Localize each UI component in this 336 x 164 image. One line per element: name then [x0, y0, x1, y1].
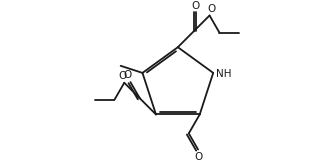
Text: NH: NH: [216, 69, 231, 79]
Text: O: O: [207, 4, 215, 14]
Text: O: O: [194, 152, 202, 162]
Text: O: O: [124, 70, 132, 80]
Text: O: O: [192, 1, 200, 11]
Text: O: O: [118, 71, 127, 81]
